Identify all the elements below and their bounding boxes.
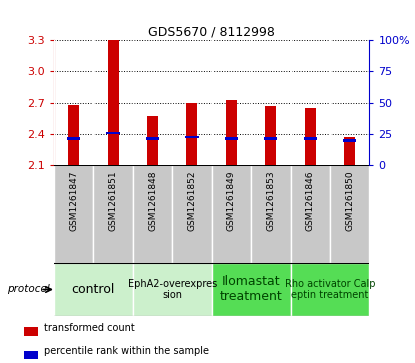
Text: GSM1261847: GSM1261847 (69, 170, 78, 231)
Bar (226, 101, 237, 165)
Bar (133, 165, 172, 263)
Bar (24, 327, 38, 336)
Text: GSM1261849: GSM1261849 (227, 170, 236, 231)
Bar (54, 263, 133, 316)
Text: GSM1261852: GSM1261852 (188, 170, 196, 231)
Bar (146, 138, 159, 140)
Bar (265, 106, 276, 165)
Bar (225, 138, 238, 140)
Bar (290, 165, 330, 263)
Bar (54, 165, 93, 263)
Bar (290, 263, 369, 316)
Text: GSM1261853: GSM1261853 (266, 170, 275, 231)
Text: protocol: protocol (7, 285, 50, 294)
Bar (251, 165, 290, 263)
Bar (212, 165, 251, 263)
Bar (186, 102, 198, 165)
Text: Rho activator Calp
eptin treatment: Rho activator Calp eptin treatment (285, 279, 375, 300)
Bar (172, 165, 212, 263)
Bar (343, 139, 356, 142)
Bar (107, 40, 119, 165)
Bar (67, 138, 80, 140)
Text: Ilomastat
treatment: Ilomastat treatment (220, 276, 283, 303)
Bar (304, 138, 317, 140)
Bar (264, 138, 277, 140)
Bar (24, 351, 38, 359)
Bar (147, 116, 158, 165)
Bar (330, 165, 369, 263)
Text: GSM1261851: GSM1261851 (109, 170, 117, 231)
Text: control: control (72, 283, 115, 296)
Bar (344, 137, 355, 165)
Bar (186, 136, 198, 138)
Text: EphA2-overexpres
sion: EphA2-overexpres sion (127, 279, 217, 300)
Text: transformed count: transformed count (44, 323, 135, 333)
Text: GSM1261846: GSM1261846 (306, 170, 315, 231)
Bar (305, 108, 316, 165)
Text: percentile rank within the sample: percentile rank within the sample (44, 346, 209, 356)
Bar (133, 263, 212, 316)
Bar (93, 165, 133, 263)
Text: GSM1261848: GSM1261848 (148, 170, 157, 231)
Bar (107, 132, 120, 134)
Title: GDS5670 / 8112998: GDS5670 / 8112998 (148, 26, 275, 39)
Bar (212, 263, 290, 316)
Text: GSM1261850: GSM1261850 (345, 170, 354, 231)
Bar (68, 105, 79, 165)
